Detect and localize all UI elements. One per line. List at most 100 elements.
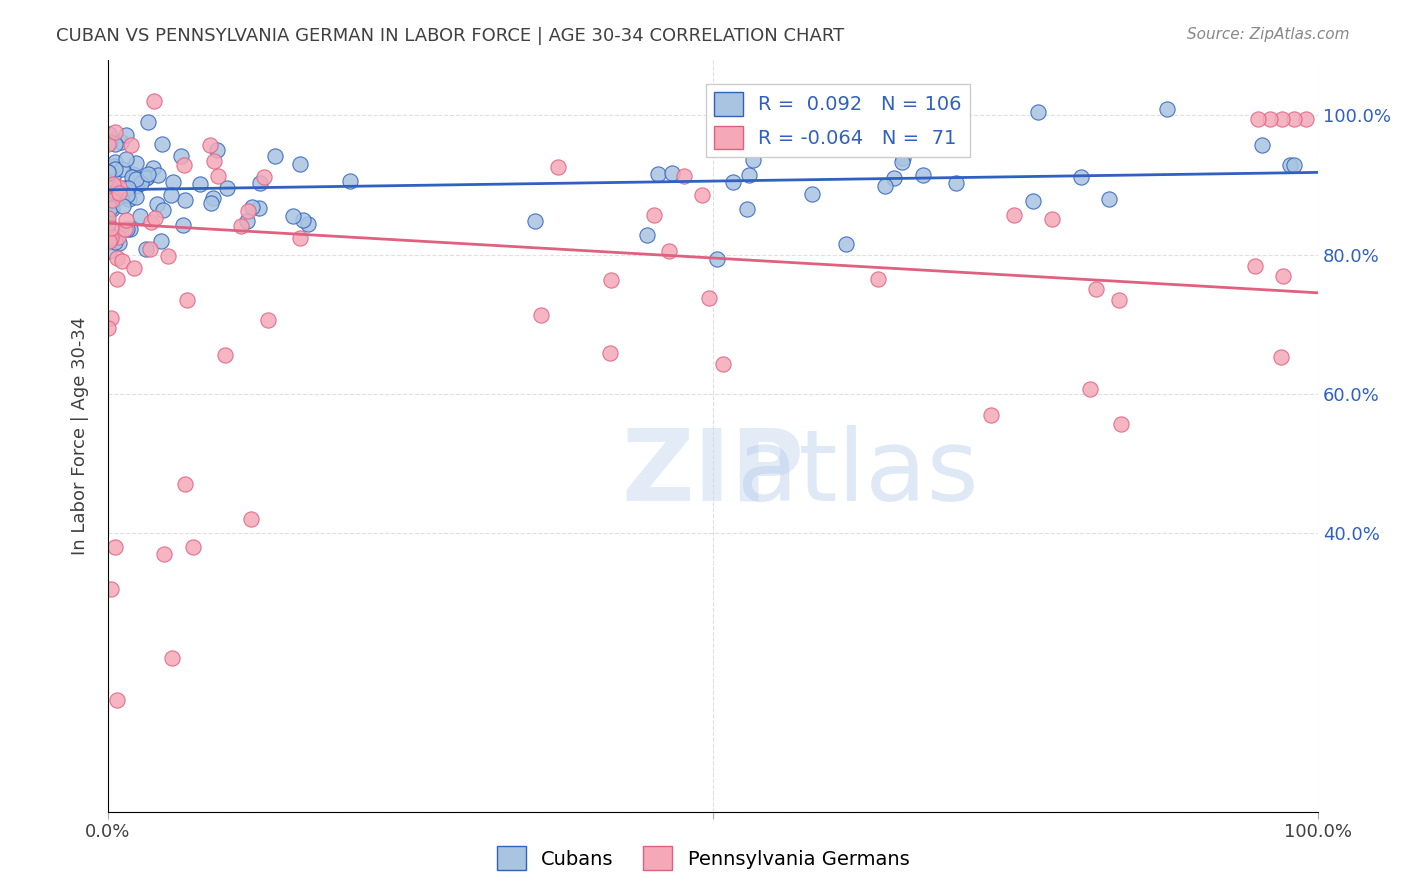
Point [737, 202, 759, 217]
Point [114, 212, 136, 227]
Point [98, 201, 121, 215]
Text: Source: ZipAtlas.com: Source: ZipAtlas.com [1187, 27, 1350, 42]
Point [100, 582, 122, 596]
Point [111, 253, 134, 268]
Point [104, 540, 127, 554]
Point [283, 209, 305, 223]
Point [160, 651, 183, 665]
Point [105, 693, 128, 707]
Point [97, 186, 120, 201]
Point [1258, 112, 1281, 126]
Point [103, 159, 125, 173]
Point [100, 311, 122, 326]
Point [737, 169, 759, 183]
Point [138, 115, 160, 129]
Point [112, 199, 135, 213]
Point [121, 167, 143, 181]
Point [98, 135, 121, 149]
Point [112, 181, 135, 195]
Point [240, 200, 263, 214]
Point [121, 169, 143, 184]
Point [107, 230, 129, 244]
Point [643, 209, 665, 223]
Point [114, 222, 136, 236]
Point [105, 272, 128, 286]
Point [125, 190, 148, 204]
Point [176, 293, 198, 307]
Point [120, 137, 142, 152]
Point [97, 230, 120, 244]
Point [98, 163, 121, 178]
Point [125, 156, 148, 170]
Point [229, 219, 252, 233]
Point [107, 251, 129, 265]
Point [875, 179, 897, 194]
Point [105, 193, 128, 207]
Point [170, 149, 193, 163]
Point [142, 95, 165, 109]
Point [205, 143, 228, 157]
Point [530, 308, 553, 322]
Point [202, 191, 225, 205]
Point [249, 176, 271, 190]
Point [117, 181, 139, 195]
Point [118, 192, 141, 206]
Point [143, 211, 166, 225]
Point [980, 408, 1002, 422]
Point [97, 136, 120, 151]
Text: ZIP: ZIP [621, 425, 804, 522]
Point [636, 227, 658, 242]
Point [1084, 282, 1107, 296]
Point [1028, 105, 1050, 120]
Point [104, 136, 127, 151]
Point [891, 151, 914, 165]
Point [214, 348, 236, 362]
Point [114, 128, 136, 143]
Point [160, 187, 183, 202]
Legend: Cubans, Pennsylvania Germans: Cubans, Pennsylvania Germans [489, 838, 917, 878]
Point [97, 127, 120, 141]
Point [103, 177, 125, 191]
Point [790, 103, 813, 118]
Point [100, 230, 122, 244]
Point [136, 169, 159, 184]
Point [104, 186, 127, 200]
Point [98, 165, 121, 179]
Point [711, 357, 734, 371]
Point [247, 201, 270, 215]
Point [673, 169, 696, 184]
Point [156, 249, 179, 263]
Point [139, 243, 162, 257]
Point [339, 174, 361, 188]
Point [1282, 112, 1305, 126]
Point [297, 217, 319, 231]
Point [1108, 293, 1130, 308]
Point [139, 215, 162, 229]
Legend: R =  0.092   N = 106, R = -0.064   N =  71: R = 0.092 N = 106, R = -0.064 N = 71 [706, 85, 970, 157]
Text: CUBAN VS PENNSYLVANIA GERMAN IN LABOR FORCE | AGE 30-34 CORRELATION CHART: CUBAN VS PENNSYLVANIA GERMAN IN LABOR FO… [56, 27, 845, 45]
Point [288, 157, 311, 171]
Point [181, 540, 204, 554]
Point [122, 260, 145, 275]
Point [1078, 382, 1101, 396]
Point [547, 160, 569, 174]
Point [110, 135, 132, 149]
Point [288, 231, 311, 245]
Point [104, 235, 127, 250]
Point [149, 234, 172, 248]
Point [103, 167, 125, 181]
Point [114, 153, 136, 167]
Point [173, 477, 195, 491]
Point [125, 178, 148, 193]
Point [100, 193, 122, 207]
Point [97, 217, 120, 231]
Point [1002, 208, 1025, 222]
Point [1295, 112, 1317, 126]
Point [97, 173, 120, 187]
Point [1271, 112, 1294, 126]
Point [945, 176, 967, 190]
Point [97, 197, 120, 211]
Y-axis label: In Labor Force | Age 30-34: In Labor Force | Age 30-34 [72, 317, 89, 555]
Point [1098, 192, 1121, 206]
Point [215, 181, 238, 195]
